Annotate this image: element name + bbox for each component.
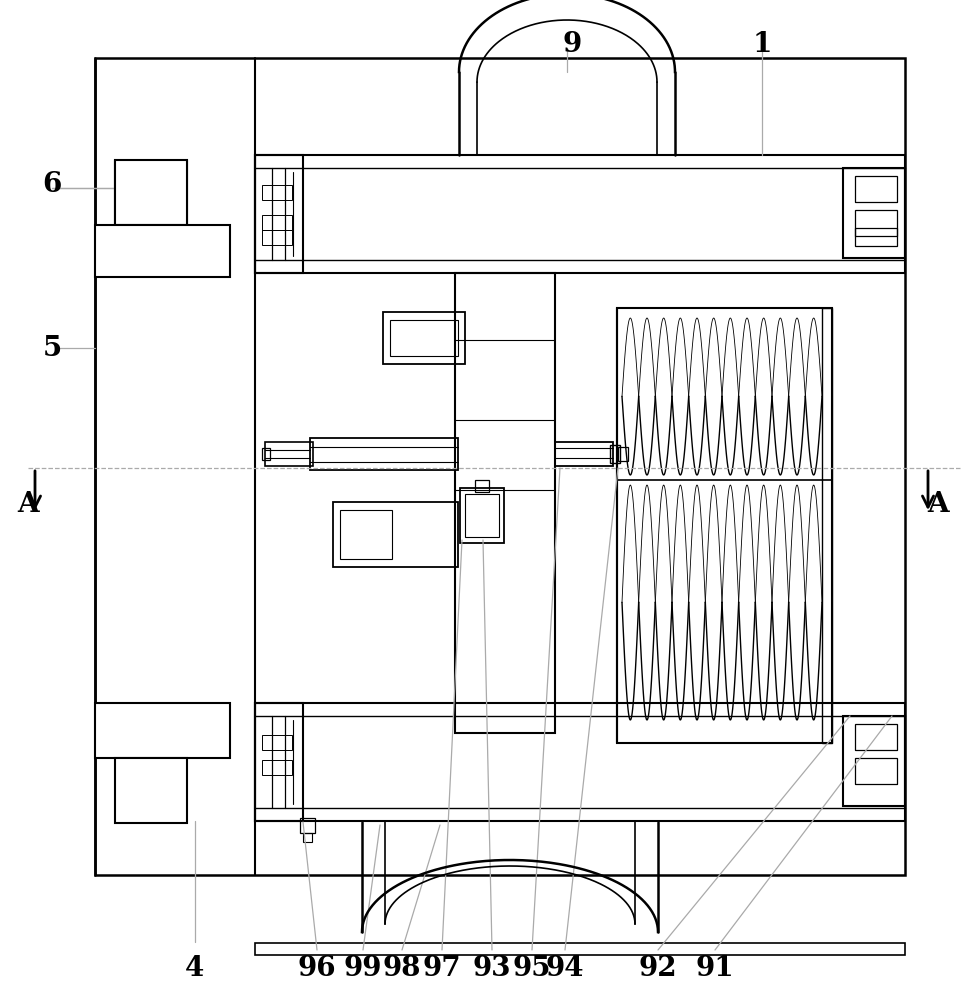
Bar	[843, 716, 905, 806]
Bar	[262, 215, 292, 230]
Text: 6: 6	[42, 172, 62, 198]
Bar	[255, 155, 303, 273]
Text: 1: 1	[752, 31, 772, 58]
Bar	[262, 448, 270, 460]
Bar	[262, 760, 292, 775]
Bar	[822, 308, 832, 743]
Bar	[855, 210, 897, 236]
Text: 97: 97	[422, 954, 462, 982]
Bar	[460, 488, 504, 543]
Text: 99: 99	[344, 954, 383, 982]
Bar	[310, 438, 458, 470]
Text: 94: 94	[546, 954, 584, 982]
Bar	[255, 703, 905, 821]
Bar	[843, 168, 905, 258]
Text: 96: 96	[298, 954, 336, 982]
Bar	[340, 510, 392, 559]
Text: 91: 91	[696, 954, 735, 982]
Bar	[255, 943, 905, 955]
Text: 93: 93	[472, 954, 511, 982]
Bar	[303, 833, 312, 842]
Bar	[455, 273, 555, 733]
Text: A: A	[927, 491, 949, 518]
Text: 98: 98	[383, 954, 421, 982]
Bar	[115, 758, 187, 823]
Bar	[617, 308, 832, 743]
Bar	[255, 155, 905, 273]
Bar	[390, 320, 458, 356]
Bar	[262, 735, 292, 750]
Text: 9: 9	[562, 31, 581, 58]
Bar	[333, 502, 458, 567]
Text: 95: 95	[513, 954, 551, 982]
Bar	[855, 758, 897, 784]
Bar	[618, 447, 628, 461]
Text: 4: 4	[185, 954, 204, 982]
Bar	[262, 230, 292, 245]
Bar	[95, 225, 230, 277]
Bar	[855, 228, 897, 246]
Bar	[262, 185, 292, 200]
Bar	[475, 480, 489, 492]
Bar	[465, 494, 499, 537]
Bar	[855, 176, 897, 202]
Bar	[555, 442, 613, 466]
Bar	[265, 442, 313, 466]
Bar	[383, 312, 465, 364]
Bar	[115, 160, 187, 225]
Bar	[855, 724, 897, 750]
Bar	[300, 818, 315, 833]
Bar	[255, 703, 303, 821]
Text: 5: 5	[42, 334, 62, 361]
Bar	[95, 58, 905, 875]
Bar	[610, 445, 620, 463]
Bar	[95, 703, 230, 758]
Text: 92: 92	[639, 954, 678, 982]
Text: A: A	[17, 491, 39, 518]
